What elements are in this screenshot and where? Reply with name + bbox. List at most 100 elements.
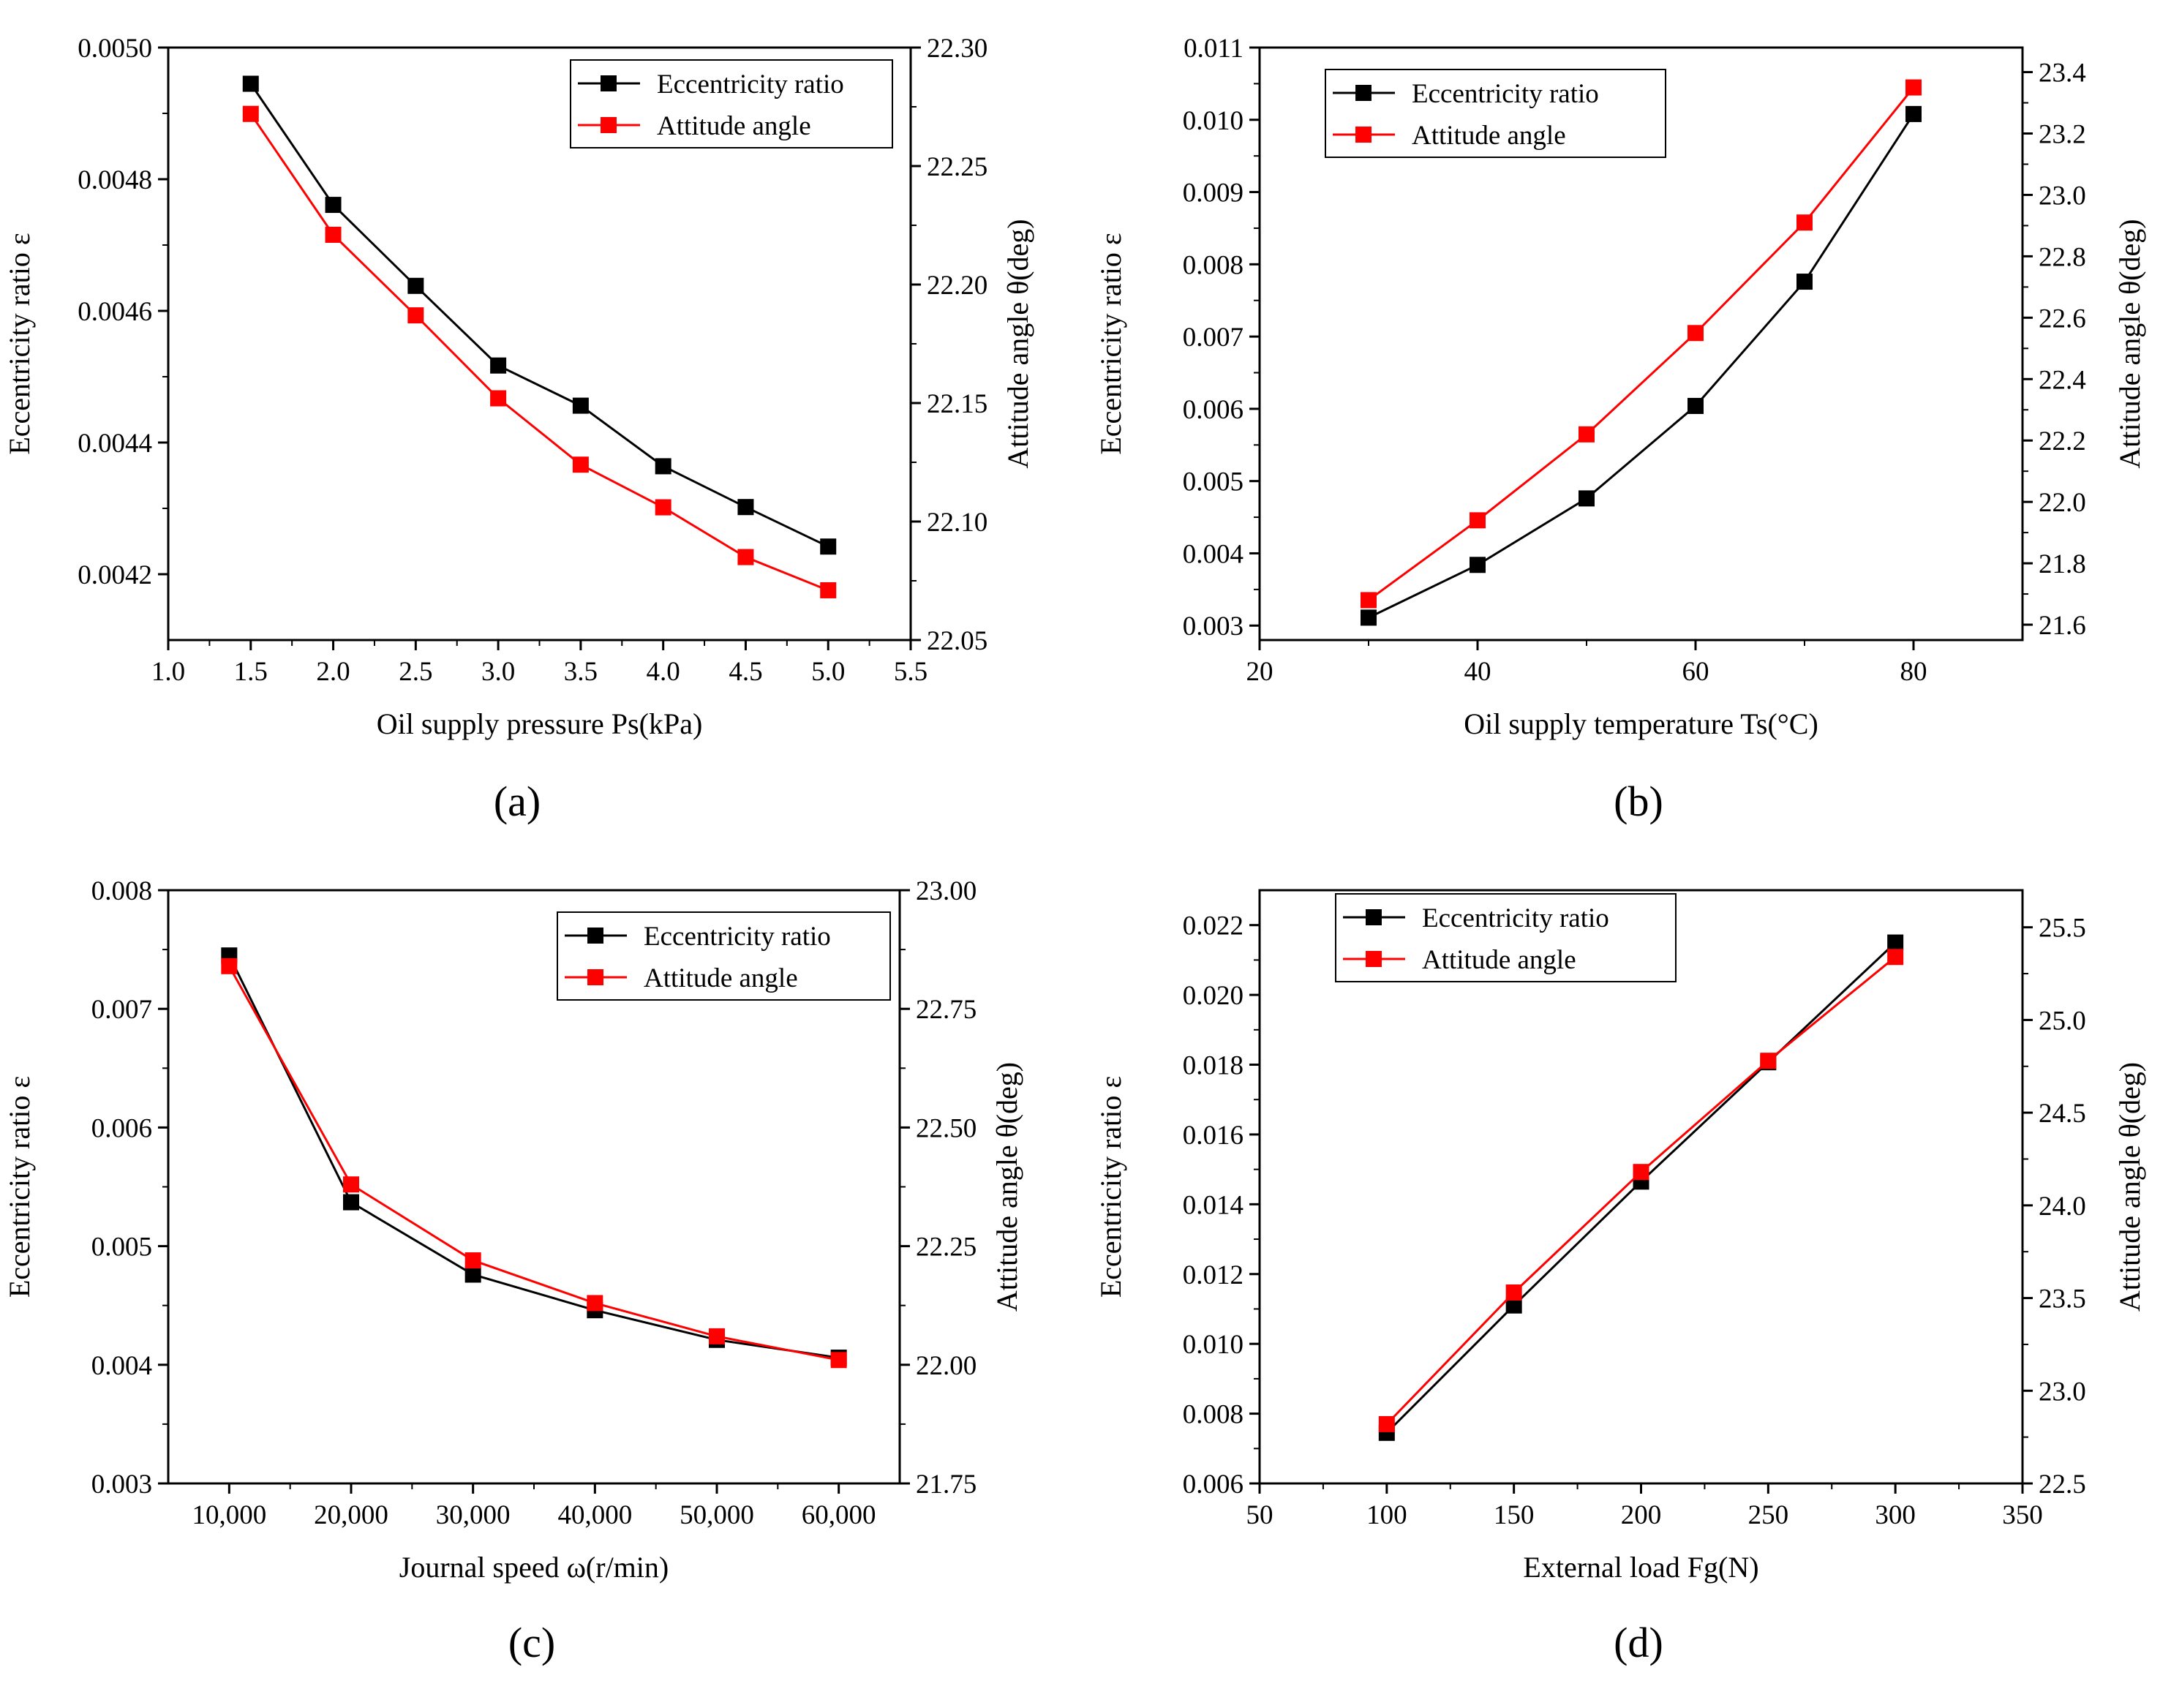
y-left-tick-label: 0.0048 <box>78 165 152 195</box>
y-left-tick-label: 0.006 <box>91 1113 152 1143</box>
y-left-tick-label: 0.0046 <box>78 297 152 327</box>
y-left-tick-label: 0.011 <box>1184 34 1243 64</box>
y-right-tick-label: 22.20 <box>927 271 987 301</box>
y-left-tick-label: 0.010 <box>1183 106 1243 136</box>
legend-box <box>1325 69 1666 158</box>
x-tick-label: 80 <box>1900 657 1927 687</box>
panel-label: (c) <box>508 1619 555 1666</box>
y-left-tick-label: 0.005 <box>91 1233 152 1263</box>
series-line-eccentricity <box>227 955 839 1359</box>
y-left-tick-label: 0.008 <box>1183 1400 1243 1430</box>
data-point-attitude <box>1687 325 1704 342</box>
data-point-eccentricity <box>325 197 342 214</box>
y-right-tick-label: 23.0 <box>2039 1377 2086 1407</box>
x-axis-label: Oil supply pressure Ps(kPa) <box>377 707 703 740</box>
chart-panel-d: 50 100 150 200 250 300 350 0.006 0.008 0.010 0.012… <box>1094 889 2146 1666</box>
y-left-tick-label: 0.004 <box>91 1351 152 1381</box>
x-tick-label: 5.5 <box>894 657 928 687</box>
x-tick-label: 3.5 <box>564 657 598 687</box>
y-right-tick-label: 22.5 <box>2039 1470 2086 1500</box>
y-left-tick-label: 0.0042 <box>78 560 152 590</box>
data-point-eccentricity <box>242 75 259 92</box>
x-tick-label: 2.0 <box>316 657 350 687</box>
legend: Eccentricity ratio Attitude angle <box>1325 69 1666 158</box>
y-right-tick-label: 22.25 <box>927 152 987 182</box>
legend-marker <box>587 969 603 985</box>
data-point-attitude <box>1633 1164 1649 1181</box>
y-right-tick-label: 21.8 <box>2039 549 2086 579</box>
x-tick-label: 350 <box>2002 1500 2043 1530</box>
y-left-tick-label: 0.012 <box>1183 1260 1243 1290</box>
data-point-eccentricity <box>1505 1297 1522 1314</box>
data-point-attitude <box>407 307 424 324</box>
y-right-tick-label: 23.4 <box>2039 59 2086 89</box>
data-point-attitude <box>1470 512 1486 529</box>
y-left-tick-label: 0.007 <box>91 995 152 1025</box>
data-point-eccentricity <box>820 538 837 555</box>
data-point-attitude <box>242 105 259 122</box>
data-point-attitude <box>325 226 342 243</box>
y-right-tick-label: 23.2 <box>2039 120 2086 150</box>
data-point-eccentricity <box>655 458 671 475</box>
y-left-tick-label: 0.0050 <box>78 34 152 64</box>
data-point-eccentricity <box>1887 934 1904 951</box>
legend-box <box>557 911 891 1001</box>
series-line-eccentricity <box>249 83 829 548</box>
y-right-tick-label: 25.0 <box>2039 1006 2086 1036</box>
y-left-tick-label: 0.003 <box>1183 612 1243 642</box>
legend-label: Eccentricity ratio <box>644 922 831 952</box>
y-left-axis-label: Eccentricity ratio ε <box>3 233 36 454</box>
x-tick-label: 60,000 <box>802 1500 876 1530</box>
y-left-tick-label: 0.010 <box>1183 1330 1243 1360</box>
data-point-eccentricity <box>1905 105 1922 122</box>
panel-label: (a) <box>494 778 541 825</box>
y-right-tick-label: 22.50 <box>916 1113 977 1143</box>
x-tick-label: 60 <box>1682 657 1709 687</box>
plot-frame <box>1258 46 2024 642</box>
y-left-tick-label: 0.008 <box>91 876 152 906</box>
y-left-tick-label: 0.009 <box>1183 178 1243 208</box>
x-tick-label: 3.0 <box>481 657 515 687</box>
y-right-axis-label: Attitude angle θ(deg) <box>2113 219 2146 468</box>
legend-label: Eccentricity ratio <box>657 69 844 99</box>
y-right-tick-label: 22.75 <box>916 995 977 1025</box>
y-right-tick-label: 22.0 <box>2039 488 2086 518</box>
series-line-attitude <box>249 113 829 592</box>
y-right-tick-label: 22.05 <box>927 626 987 656</box>
y-left-tick-label: 0.003 <box>91 1470 152 1500</box>
data-point-attitude <box>1361 592 1377 609</box>
legend-label: Attitude angle <box>1422 945 1576 975</box>
y-right-tick-label: 21.6 <box>2039 611 2086 641</box>
legend-box <box>1335 893 1677 982</box>
data-point-attitude <box>587 1295 603 1312</box>
x-tick-label: 30,000 <box>436 1500 511 1530</box>
y-right-tick-label: 21.75 <box>916 1470 977 1500</box>
data-point-attitude <box>1905 79 1922 96</box>
legend-marker <box>601 75 617 91</box>
y-right-tick-label: 23.5 <box>2039 1284 2086 1314</box>
y-left-tick-label: 0.014 <box>1183 1190 1243 1220</box>
x-tick-label: 300 <box>1875 1500 1916 1530</box>
data-point-eccentricity <box>737 499 754 516</box>
data-point-eccentricity <box>1796 274 1813 290</box>
series-line-attitude <box>1368 86 1915 601</box>
y-right-tick-label: 24.5 <box>2039 1099 2086 1129</box>
y-left-tick-label: 0.022 <box>1183 911 1243 941</box>
data-point-attitude <box>572 456 589 473</box>
x-tick-label: 1.0 <box>151 657 185 687</box>
legend-label: Attitude angle <box>657 111 811 141</box>
y-left-tick-label: 0.018 <box>1183 1051 1243 1081</box>
data-point-eccentricity <box>1579 490 1595 507</box>
y-right-axis-label: Attitude angle θ(deg) <box>1001 219 1034 468</box>
series-line-attitude <box>227 966 839 1361</box>
y-right-tick-label: 24.0 <box>2039 1192 2086 1222</box>
x-tick-label: 100 <box>1366 1500 1407 1530</box>
y-left-tick-label: 0.006 <box>1183 395 1243 425</box>
data-point-eccentricity <box>572 397 589 414</box>
x-tick-label: 50,000 <box>680 1500 754 1530</box>
data-point-eccentricity <box>490 357 507 374</box>
legend-label: Attitude angle <box>644 963 798 993</box>
data-point-attitude <box>737 549 754 565</box>
legend-label: Eccentricity ratio <box>1422 903 1609 933</box>
